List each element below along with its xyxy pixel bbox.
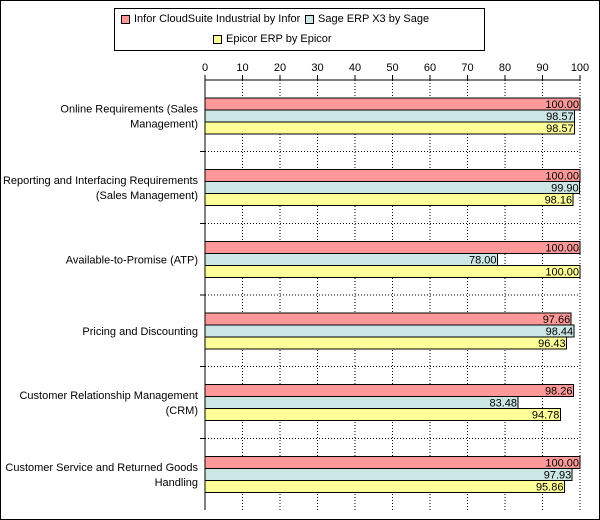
data-label-0-1: 98.57	[546, 111, 574, 123]
legend-label-sage: Sage ERP X3 by Sage	[318, 13, 430, 25]
legend-swatch-sage	[305, 14, 314, 24]
data-label-3-2: 96.43	[538, 338, 566, 350]
bar-3-1	[204, 324, 575, 338]
bar-1-2	[204, 193, 574, 207]
data-label-3-0: 97.66	[543, 314, 571, 326]
tick-label-x-20: 20	[274, 62, 286, 74]
tick-label-x-70: 70	[461, 62, 473, 74]
bar-4-0	[204, 384, 574, 398]
data-label-0-2: 98.57	[546, 123, 574, 135]
bar-4-1	[204, 396, 519, 410]
legend-label-epicor: Epicor ERP by Epicor	[226, 33, 332, 45]
category-label-0-0: Online Requirements (Sales	[60, 104, 198, 116]
category-label-1-0: Reporting and Interfacing Requirements	[3, 175, 199, 187]
data-label-5-2: 95.86	[536, 481, 564, 493]
tick-label-x-80: 80	[499, 62, 511, 74]
data-label-4-1: 83.48	[490, 398, 518, 410]
data-label-5-0: 100.00	[545, 457, 579, 469]
data-label-3-1: 98.44	[546, 326, 574, 338]
category-label-4-0: Customer Relationship Management	[19, 390, 198, 402]
category-label-2-0: Available-to-Promise (ATP)	[66, 254, 198, 266]
data-label-1-0: 100.00	[545, 171, 579, 183]
legend-item-sage: Sage ERP X3 by Sage	[305, 13, 429, 25]
data-label-2-2: 100.00	[545, 266, 579, 278]
tick-label-x-90: 90	[536, 62, 548, 74]
legend-item-infor: Infor CloudSuite Industrial by Infor	[121, 13, 300, 25]
tick-label-x-0: 0	[202, 62, 208, 74]
data-label-4-0: 98.26	[545, 386, 573, 398]
category-label-0-1: Management)	[130, 119, 198, 131]
category-label-3-0: Pricing and Discounting	[82, 326, 198, 338]
bar-5-0	[204, 455, 581, 469]
category-label-1-1: (Sales Management)	[96, 190, 198, 202]
data-label-4-2: 94.78	[532, 410, 560, 422]
tick-label-x-30: 30	[311, 62, 323, 74]
category-label-5-0: Customer Service and Returned Goods	[5, 462, 198, 474]
tick-label-x-40: 40	[349, 62, 361, 74]
legend-swatch-infor	[121, 14, 130, 24]
bar-3-0	[204, 312, 572, 326]
data-label-0-0: 100.00	[545, 99, 579, 111]
bar-2-1	[204, 252, 498, 266]
bar-1-1	[204, 181, 581, 195]
tick-label-x-50: 50	[386, 62, 398, 74]
bar-5-1	[204, 467, 573, 481]
category-label-4-1: (CRM)	[166, 405, 198, 417]
legend-item-epicor: Epicor ERP by Epicor	[213, 33, 332, 45]
bar-0-1	[204, 109, 576, 123]
bar-2-2	[204, 264, 581, 278]
legend-swatch-epicor	[213, 34, 222, 44]
bar-2-0	[204, 240, 581, 254]
data-label-2-1: 78.00	[469, 254, 497, 266]
tick-label-x-60: 60	[424, 62, 436, 74]
bar-0-2	[204, 121, 576, 135]
bar-1-0	[204, 169, 581, 183]
data-label-1-1: 99.90	[551, 183, 579, 195]
category-label-5-1: Handling	[155, 477, 198, 489]
tick-label-x-100: 100	[571, 62, 589, 74]
legend: Infor CloudSuite Industrial by Infor Sag…	[114, 8, 485, 51]
data-label-1-2: 98.16	[545, 195, 573, 207]
bar-5-2	[204, 479, 565, 493]
bar-0-0	[204, 97, 581, 111]
data-label-5-1: 97.93	[544, 469, 572, 481]
bar-4-2	[204, 408, 561, 422]
data-label-2-0: 100.00	[545, 242, 579, 254]
legend-label-infor: Infor CloudSuite Industrial by Infor	[134, 13, 301, 25]
bar-3-2	[204, 336, 568, 350]
tick-label-x-10: 10	[236, 62, 248, 74]
